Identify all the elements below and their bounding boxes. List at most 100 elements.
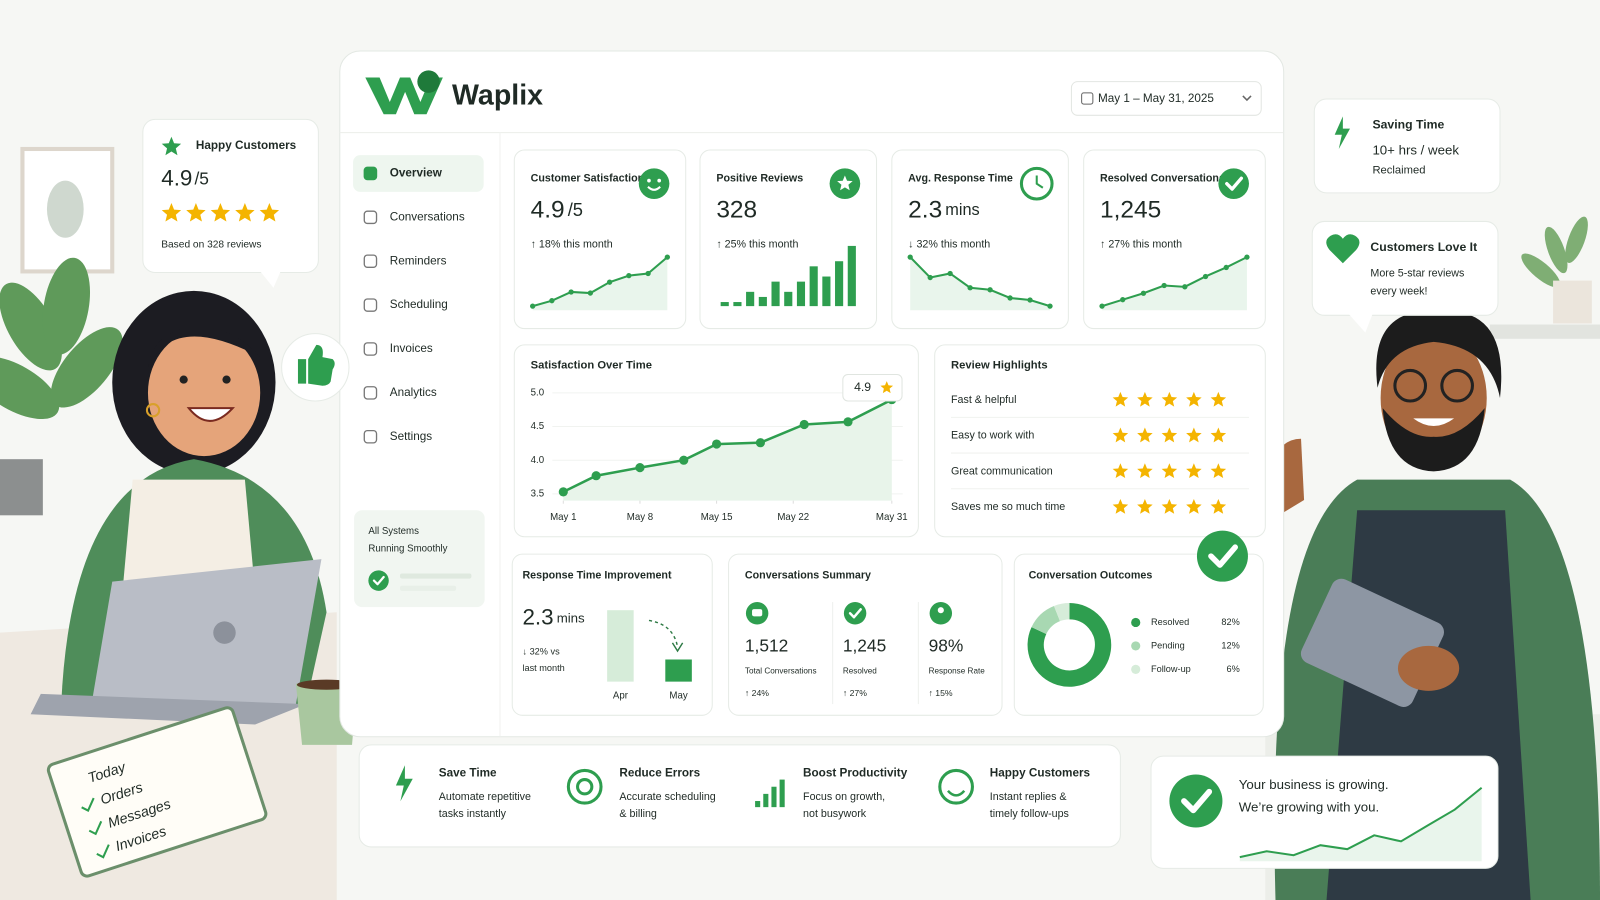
saving-title: Saving Time [1372,118,1444,132]
legend-dot [1131,641,1141,651]
nav-item[interactable]: Conversations [390,210,465,223]
benefit-title: Save Time [439,767,497,780]
date-range: May 1 – May 31, 2025 [1098,92,1214,105]
bar-label: May [669,690,687,701]
bubble-tail [1348,314,1373,333]
spark-line [909,256,1051,308]
benefit-text: & billing [619,808,657,820]
y-tick-label: 3.5 [531,488,544,499]
kpi-unit: /5 [568,199,583,220]
star [1186,463,1202,479]
spark-dot [1120,297,1126,303]
star [161,203,182,222]
nav-item[interactable]: Analytics [390,386,437,399]
kpi-title: Positive Reviews [716,172,803,184]
plant-leaf [1565,216,1588,263]
person-icon [937,607,944,614]
spark-bar [771,281,780,307]
woman-bangs [147,326,261,368]
check-badge [368,570,389,591]
legend-label: Follow-up [1151,664,1191,674]
star [259,203,280,222]
star [186,203,206,222]
line-point [799,419,809,430]
chart-title: Satisfaction Over Time [531,359,652,371]
man-smile [1413,418,1455,427]
woman-earring [145,403,161,418]
summary-value: 1,245 [843,636,886,656]
spark-dot [927,274,933,281]
nav-item[interactable]: Invoices [390,342,433,355]
brand: Waplix [452,79,543,111]
plant-leaf [0,282,62,371]
star [1161,498,1178,514]
target-icon [566,768,603,805]
spark-dot [967,285,973,291]
check-icon [1208,544,1239,568]
spark-bar [746,291,755,307]
date-picker[interactable] [1070,81,1262,116]
status-text: All Systems [368,526,419,537]
nav-item[interactable]: Overview [390,167,443,180]
kpi-value: 4.9/5 [531,197,583,224]
spark-bar [835,261,844,307]
benefit-text: tasks instantly [439,808,507,820]
spark-dot [1161,282,1167,289]
saving-note: Reclaimed [1372,164,1425,176]
star [1112,427,1129,443]
spark-dot [606,279,613,285]
plant-leaf [50,327,123,408]
nav-active [353,155,484,192]
summary-card [728,553,1003,716]
star [1137,498,1153,514]
response-change: ↓ 32% vs [522,646,560,656]
spark-line [1239,786,1483,859]
line-point [591,471,601,481]
spark-dot [1223,264,1229,271]
love-text: More 5-star reviews [1370,267,1464,279]
laptop-screen [89,559,322,715]
nav-icon [363,342,378,356]
spark-bar [758,296,767,307]
nav-icon [363,298,378,312]
check-badge [1169,774,1223,828]
legend-value: 12% [1221,640,1239,650]
notebook-tick [96,844,110,859]
nav-item[interactable]: Scheduling [390,298,448,311]
kpi-change: ↑ 25% this month [716,239,798,251]
spark-area [1239,787,1482,862]
bar [665,659,692,682]
line-point [712,439,722,449]
summary-value: 98% [929,636,964,656]
nav-item[interactable]: Reminders [390,254,447,267]
check-badge [1196,530,1248,582]
eye [647,178,651,183]
saving-card [1313,98,1501,194]
bars-icon [763,793,769,808]
line-point [558,487,568,497]
status-bar [400,573,472,579]
line-point [843,417,853,427]
review-text: Great communication [951,465,1053,477]
saving-value: 10+ hrs / week [1372,143,1459,158]
man-beard [1382,408,1485,472]
heart-icon [1326,234,1360,264]
star [1210,463,1227,479]
nav-item[interactable]: Settings [390,430,432,443]
nav-icon [363,166,378,181]
card-title: Conversation Outcomes [1029,569,1153,581]
nav-icon [363,386,378,400]
spark-bar [796,281,806,307]
legend-label: Resolved [1151,617,1189,627]
star [1112,498,1129,514]
spark-dot [568,289,574,295]
summary-change: ↑ 27% [843,688,867,698]
spark-dot [1047,303,1053,309]
star [1210,427,1227,443]
star [1186,498,1202,514]
status-bar [400,585,457,591]
frame-plant [46,180,84,238]
kpi-title: Resolved Conversations [1100,172,1225,184]
spark-dot [1202,273,1209,280]
